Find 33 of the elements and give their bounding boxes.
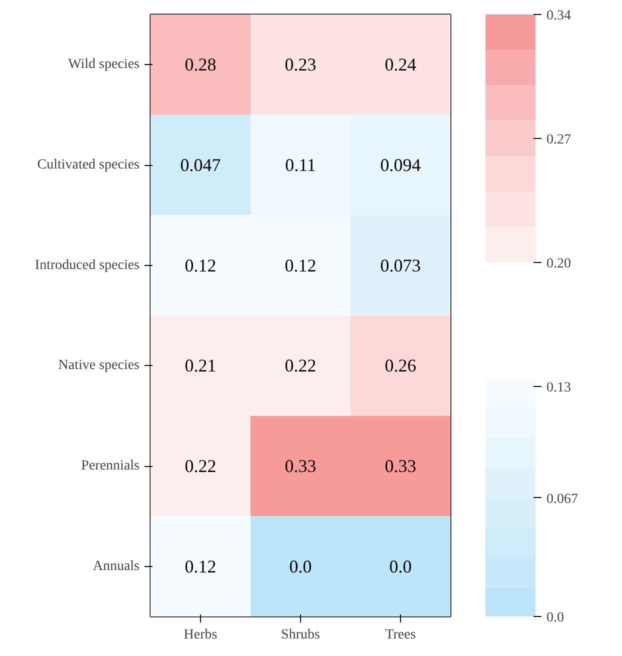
x-tick-label: Herbs: [184, 628, 218, 642]
data-label: 0.12: [284, 255, 316, 276]
color-bar-label: 0.27: [546, 132, 571, 148]
color-bar-label: 0.34: [546, 8, 571, 24]
data-label: 0.094: [380, 155, 421, 175]
color-bar-label: 0.13: [546, 380, 571, 396]
data-label: 0.26: [384, 356, 416, 376]
color-bar-label: 0.0: [546, 610, 564, 626]
color-bar-label: 0.067: [546, 492, 578, 507]
data-label: 0.33: [284, 456, 316, 476]
y-tick-label: Introduced species: [34, 258, 140, 273]
data-label: 0.24: [384, 54, 416, 75]
y-tick-label: Wild species: [68, 57, 140, 72]
data-label: 0.33: [384, 456, 416, 476]
data-label: 0.22: [284, 356, 316, 376]
data-label: 0.23: [284, 54, 316, 75]
data-label: 0.28: [184, 54, 216, 75]
data-label: 0.12: [184, 255, 216, 276]
y-tick-label: Native species: [58, 358, 140, 374]
data-label: 0.12: [184, 556, 216, 576]
data-label: 0.21: [184, 356, 216, 376]
y-tick-label: Cultivated species: [37, 158, 140, 172]
data-label: 0.11: [285, 155, 316, 175]
x-tick-label: Trees: [385, 628, 416, 642]
y-tick-label: Annuals: [92, 558, 140, 574]
x-tick-label: Shrubs: [281, 628, 320, 642]
data-label: 0.073: [380, 255, 421, 276]
data-label: 0.22: [184, 456, 216, 476]
data-label: 0.0: [289, 556, 312, 576]
y-tick-label: Perennials: [81, 458, 140, 474]
data-label: 0.0: [389, 556, 412, 576]
color-bar-label: 0.20: [546, 256, 571, 272]
data-label: 0.047: [180, 155, 221, 175]
